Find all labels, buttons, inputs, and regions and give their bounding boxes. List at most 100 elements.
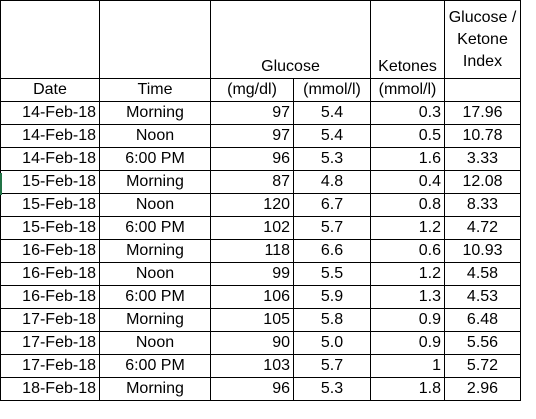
date-cell[interactable]: 15-Feb-18 [0,193,100,217]
ketones-cell[interactable]: 0.9 [370,308,445,332]
table-row: 15-Feb-18 Morning 87 4.8 0.4 12.08 [0,170,521,194]
date-cell[interactable]: 14-Feb-18 [0,124,100,148]
glucose-mgdl-cell[interactable]: 97 [210,124,294,148]
glucose-mmol-cell[interactable]: 5.4 [293,124,371,148]
index-cell[interactable]: 10.78 [444,124,521,148]
glucose-group-label: Glucose [261,58,320,75]
time-cell[interactable]: Noon [99,331,211,355]
header-row-top: Glucose Ketones Glucose / Ketone Index [0,0,521,79]
glucose-mmol-cell[interactable]: 4.8 [293,170,371,194]
time-cell[interactable]: Noon [99,193,211,217]
header-cell-empty[interactable] [99,0,211,79]
time-cell[interactable]: 6:00 PM [99,216,211,240]
date-cell[interactable]: 16-Feb-18 [0,239,100,263]
date-cell[interactable]: 16-Feb-18 [0,262,100,286]
ketones-cell[interactable]: 1.3 [370,285,445,309]
index-cell[interactable]: 10.93 [444,239,521,263]
time-cell[interactable]: Morning [99,308,211,332]
header-cell-empty[interactable] [444,78,521,102]
time-cell[interactable]: Noon [99,124,211,148]
table-row: 17-Feb-18 6:00 PM 103 5.7 1 5.72 [0,354,521,378]
ketones-cell[interactable]: 0.9 [370,331,445,355]
glucose-group-header[interactable]: Glucose [210,0,371,79]
table-row: 14-Feb-18 Morning 97 5.4 0.3 17.96 [0,101,521,125]
header-cell-empty[interactable] [0,0,100,79]
index-cell[interactable]: 8.33 [444,193,521,217]
date-cell[interactable]: 14-Feb-18 [0,101,100,125]
glucose-mmol-cell[interactable]: 5.7 [293,354,371,378]
date-cell[interactable]: 17-Feb-18 [0,308,100,332]
date-cell[interactable]: 14-Feb-18 [0,147,100,171]
glucose-mmol-cell[interactable]: 6.6 [293,239,371,263]
glucose-mgdl-cell[interactable]: 105 [210,308,294,332]
glucose-mmol-cell[interactable]: 5.7 [293,216,371,240]
time-cell[interactable]: Morning [99,170,211,194]
ketones-cell[interactable]: 0.6 [370,239,445,263]
index-header[interactable]: Glucose / Ketone Index [444,0,521,79]
table-row: 16-Feb-18 6:00 PM 106 5.9 1.3 4.53 [0,285,521,309]
glucose-mgdl-cell[interactable]: 118 [210,239,294,263]
ketones-cell[interactable]: 1 [370,354,445,378]
time-cell[interactable]: Morning [99,101,211,125]
glucose-mgdl-cell[interactable]: 96 [210,377,294,401]
glucose-mmol-cell[interactable]: 5.4 [293,101,371,125]
index-cell[interactable]: 12.08 [444,170,521,194]
index-cell[interactable]: 4.72 [444,216,521,240]
time-cell[interactable]: Morning [99,239,211,263]
glucose-mgdl-cell[interactable]: 106 [210,285,294,309]
glucose-mmol-cell[interactable]: 5.0 [293,331,371,355]
table-row: 16-Feb-18 Noon 99 5.5 1.2 4.58 [0,262,521,286]
index-cell[interactable]: 4.58 [444,262,521,286]
index-header-line2: Ketone [457,31,508,48]
table-row: 18-Feb-18 Morning 96 5.3 1.8 2.96 [0,377,521,401]
index-cell[interactable]: 3.33 [444,147,521,171]
mgdl-header[interactable]: (mg/dl) [210,78,294,102]
ketones-cell[interactable]: 1.2 [370,262,445,286]
date-cell[interactable]: 15-Feb-18 [0,170,100,194]
time-cell[interactable]: Morning [99,377,211,401]
ketones-cell[interactable]: 0.5 [370,124,445,148]
ketones-cell[interactable]: 1.2 [370,216,445,240]
glucose-mgdl-cell[interactable]: 90 [210,331,294,355]
time-cell[interactable]: 6:00 PM [99,285,211,309]
glucose-mmol-cell[interactable]: 5.9 [293,285,371,309]
date-cell[interactable]: 15-Feb-18 [0,216,100,240]
glucose-mmol-cell[interactable]: 5.8 [293,308,371,332]
glucose-mmol-cell[interactable]: 5.3 [293,377,371,401]
glucose-mgdl-cell[interactable]: 96 [210,147,294,171]
mmol-ketones-header[interactable]: (mmol/l) [370,78,445,102]
ketones-cell[interactable]: 1.6 [370,147,445,171]
glucose-mgdl-cell[interactable]: 120 [210,193,294,217]
glucose-mmol-cell[interactable]: 6.7 [293,193,371,217]
glucose-mgdl-cell[interactable]: 87 [210,170,294,194]
index-cell[interactable]: 2.96 [444,377,521,401]
time-cell[interactable]: 6:00 PM [99,354,211,378]
time-cell[interactable]: 6:00 PM [99,147,211,171]
date-cell[interactable]: 17-Feb-18 [0,354,100,378]
mmol-glucose-header[interactable]: (mmol/l) [293,78,371,102]
ketones-header[interactable]: Ketones [370,0,445,79]
time-header[interactable]: Time [99,78,211,102]
index-cell[interactable]: 5.56 [444,331,521,355]
date-header[interactable]: Date [0,78,100,102]
ketones-cell[interactable]: 0.4 [370,170,445,194]
glucose-mgdl-cell[interactable]: 97 [210,101,294,125]
date-cell[interactable]: 16-Feb-18 [0,285,100,309]
date-cell[interactable]: 18-Feb-18 [0,377,100,401]
spreadsheet-table: Glucose Ketones Glucose / Ketone Index D… [0,0,521,401]
glucose-mmol-cell[interactable]: 5.3 [293,147,371,171]
time-cell[interactable]: Noon [99,262,211,286]
ketones-cell[interactable]: 1.8 [370,377,445,401]
date-cell[interactable]: 17-Feb-18 [0,331,100,355]
index-cell[interactable]: 6.48 [444,308,521,332]
glucose-mgdl-cell[interactable]: 102 [210,216,294,240]
index-cell[interactable]: 4.53 [444,285,521,309]
ketones-cell[interactable]: 0.8 [370,193,445,217]
ketones-cell[interactable]: 0.3 [370,101,445,125]
glucose-mmol-cell[interactable]: 5.5 [293,262,371,286]
index-cell[interactable]: 5.72 [444,354,521,378]
glucose-mgdl-cell[interactable]: 99 [210,262,294,286]
index-cell[interactable]: 17.96 [444,101,521,125]
glucose-mgdl-cell[interactable]: 103 [210,354,294,378]
table-row: 14-Feb-18 Noon 97 5.4 0.5 10.78 [0,124,521,148]
